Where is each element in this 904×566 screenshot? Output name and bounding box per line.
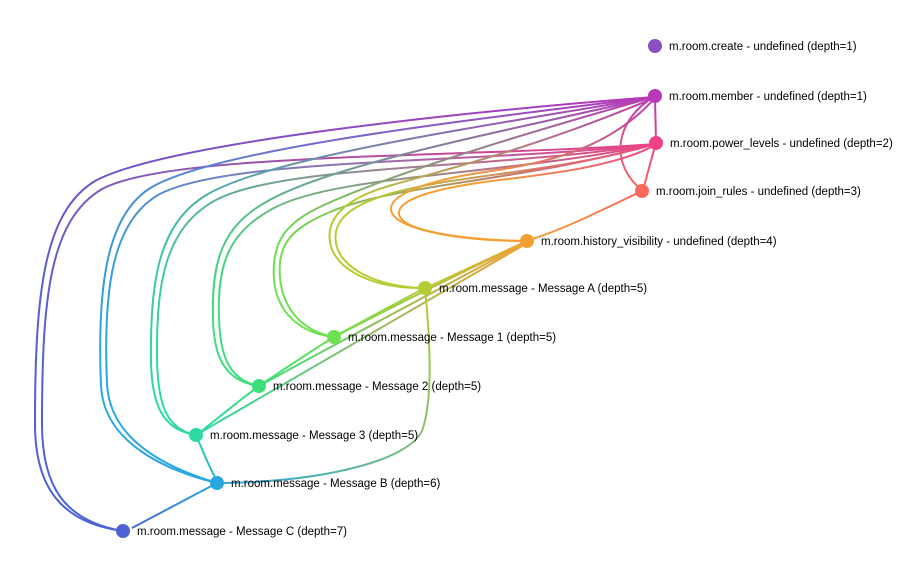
graph-node-label-member: m.room.member - undefined (depth=1) [669, 91, 867, 103]
edge-msgA-to-msg1 [336, 287, 426, 336]
edge-msg2-to-history_visibility [258, 243, 524, 387]
graph-node-label-msgA: m.room.message - Message A (depth=5) [439, 283, 647, 295]
graph-node-label-msg2: m.room.message - Message 2 (depth=5) [273, 381, 481, 393]
graph-node-join_rules[interactable] [635, 184, 649, 198]
graph-node-history_visibility[interactable] [520, 234, 534, 248]
graph-node-msg1[interactable] [327, 330, 341, 344]
graph-node-label-create: m.room.create - undefined (depth=1) [669, 41, 857, 53]
graph-node-label-msg1: m.room.message - Message 1 (depth=5) [348, 332, 556, 344]
edge-msgA-to-power_levels [334, 143, 656, 289]
graph-node-label-msgC: m.room.message - Message C (depth=7) [137, 526, 347, 538]
graph-node-label-msg3: m.room.message - Message 3 (depth=5) [210, 430, 418, 442]
edge-msg3-to-member [149, 96, 655, 436]
edge-msg1-to-power_levels [278, 143, 656, 338]
edge-msg1-to-member [272, 96, 655, 338]
edge-msgB-to-msgC [131, 482, 218, 529]
edge-join_rules-to-history_visibility [528, 190, 643, 241]
graph-node-member[interactable] [648, 89, 662, 103]
edge-history_visibility-to-msgA [427, 240, 528, 288]
graph-node-create[interactable] [648, 39, 662, 53]
graph-node-msgA[interactable] [418, 281, 432, 295]
graph-node-label-power_levels: m.room.power_levels - undefined (depth=2… [670, 138, 893, 150]
graph-node-label-msgB: m.room.message - Message B (depth=6) [231, 478, 440, 490]
edge-history_visibility-to-power_levels [398, 144, 656, 242]
edge-msgC-to-member [33, 96, 655, 532]
graph-node-msgC[interactable] [116, 524, 130, 538]
edge-member-to-join_rules [619, 95, 656, 191]
edge-msg2-to-msg3 [198, 385, 260, 434]
graph-node-label-history_visibility: m.room.history_visibility - undefined (d… [541, 236, 777, 248]
graph-node-msg2[interactable] [252, 379, 266, 393]
edge-member-to-power_levels [654, 95, 657, 144]
edge-msg2-to-power_levels [217, 143, 656, 387]
edge-msg2-to-member [211, 96, 655, 387]
graph-node-power_levels[interactable] [649, 136, 663, 150]
edge-msg1-to-msg2 [261, 336, 335, 385]
edge-msgA-to-member [328, 97, 655, 290]
edge-msgB-to-power_levels [105, 143, 656, 484]
edges-layer [33, 95, 657, 532]
labels-layer: m.room.create - undefined (depth=1) m.roo… [137, 41, 893, 538]
edge-msgB-to-member [99, 96, 655, 484]
graph-node-msgB[interactable] [210, 476, 224, 490]
nodes-layer [116, 39, 663, 538]
graph-node-label-join_rules: m.room.join_rules - undefined (depth=3) [656, 186, 861, 198]
edge-msgC-to-power_levels [40, 143, 656, 532]
graph-node-msg3[interactable] [189, 428, 203, 442]
edge-msgA-to-msgB [223, 287, 431, 484]
edge-msg3-to-history_visibility [195, 245, 523, 436]
